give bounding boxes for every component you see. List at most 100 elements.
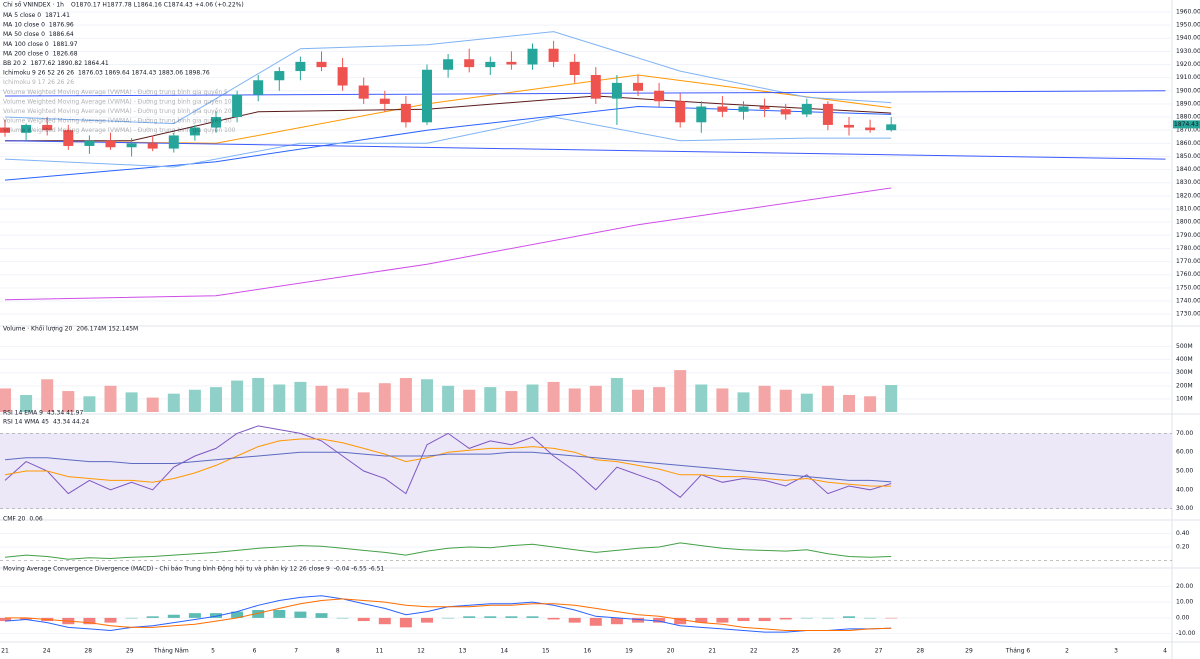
y-tick-label: 400M [1176, 356, 1193, 363]
candle-body [801, 103, 812, 115]
bar [568, 388, 581, 412]
ohlc-values: O1870.17 H1877.78 L1864.16 C1874.43 +4.0… [71, 2, 244, 9]
bar [864, 396, 877, 412]
bar [864, 617, 877, 619]
candle-body [0, 127, 10, 133]
bar [610, 617, 623, 625]
price-tag [1173, 120, 1200, 129]
candle-body [822, 103, 833, 125]
line [4, 140, 1166, 160]
x-tick-label: 8 [336, 648, 340, 655]
y-tick-label: 1940.00 [1176, 35, 1200, 42]
candle-body [126, 143, 137, 148]
bar [20, 394, 33, 412]
y-tick-label: 0.00 [1176, 614, 1190, 621]
legend-label: Volume · Khối lượng 20 [3, 326, 72, 333]
bar [146, 616, 159, 618]
legend-value: -0.04 -6.55 -6.51 [334, 566, 385, 573]
bar [800, 393, 813, 412]
y-tick-label: 50.00 [1176, 468, 1193, 475]
legend-value: 1826.68 [53, 50, 78, 57]
candle-body [358, 85, 369, 99]
bar [231, 611, 244, 618]
bar [821, 617, 834, 619]
y-tick-label: 1770.00 [1176, 258, 1200, 265]
x-tick-label: 12 [417, 648, 425, 655]
candle-body [696, 106, 707, 123]
y-tick-label: 1780.00 [1176, 245, 1200, 252]
legend-label: Volume Weighted Moving Average (VWMA) - … [3, 88, 228, 96]
bar [41, 379, 54, 412]
x-tick-label: 21 [1, 648, 9, 655]
y-tick-label: 1870.00 [1176, 127, 1200, 134]
bar [800, 617, 813, 619]
legend-value: 1876.03 1869.64 1874.43 1883.06 1898.76 [78, 70, 210, 77]
y-tick-label: 1840.00 [1176, 166, 1200, 173]
bar [167, 614, 180, 618]
candle-body [168, 135, 179, 149]
y-tick-label: 1760.00 [1176, 271, 1200, 278]
y-tick-label: 300M [1176, 369, 1193, 376]
bar [463, 616, 476, 618]
y-tick-label: 1920.00 [1176, 61, 1200, 68]
candle-body [675, 101, 686, 123]
x-tick-label: 25 [792, 648, 800, 655]
y-tick-label: 1930.00 [1176, 48, 1200, 55]
plot-area [0, 11, 1172, 635]
bar [674, 370, 687, 412]
line [5, 598, 892, 631]
legend-value: 0.06 [29, 516, 43, 523]
candle-body [443, 59, 454, 70]
bar [885, 617, 898, 619]
candle-body [42, 124, 53, 131]
band [0, 433, 1172, 509]
legend-label: Volume Weighted Moving Average (VWMA) - … [3, 117, 232, 125]
candle-body [84, 140, 95, 146]
bar [0, 388, 11, 412]
y-tick-label: 30.00 [1176, 505, 1193, 512]
bar [758, 617, 771, 622]
line [4, 542, 892, 560]
bar [315, 385, 328, 412]
x-tick-label: 3 [1114, 648, 1118, 655]
y-tick-label: 1810.00 [1176, 206, 1200, 213]
legend-label: Ichimoku 9 17 26 26 26 [3, 79, 74, 86]
bar [104, 617, 117, 623]
bar [526, 616, 539, 618]
legend-label: MA 5 close 0 [3, 12, 41, 19]
bar [653, 617, 666, 623]
bar [83, 396, 96, 412]
y-tick-label: 1850.00 [1176, 153, 1200, 160]
candle-body [274, 71, 285, 81]
bar [505, 616, 518, 618]
y-tick-label: 100M [1176, 395, 1193, 402]
candle-body [232, 94, 243, 118]
bar [442, 385, 455, 412]
legend-value: 43.34 44.24 [53, 419, 89, 426]
legend-label: MA 100 close 0 [3, 41, 49, 48]
x-tick-label: 11 [376, 648, 384, 655]
candle-body [337, 67, 348, 86]
y-tick-label: 0.20 [1176, 543, 1190, 550]
y-tick-label: 1730.00 [1176, 311, 1200, 318]
x-tick-label: 4 [1163, 648, 1167, 655]
x-tick-label: 15 [542, 648, 550, 655]
candle-body [759, 106, 770, 110]
legend-value: 1871.41 [45, 12, 70, 19]
bar [843, 394, 855, 412]
bar [421, 617, 433, 623]
bar [547, 617, 560, 620]
line [4, 438, 892, 487]
bar [484, 387, 497, 412]
bar [188, 389, 201, 412]
y-tick-label: 1800.00 [1176, 219, 1200, 226]
line [4, 116, 892, 168]
x-tick-label: 26 [833, 648, 841, 655]
bar [737, 392, 750, 412]
candle-body [316, 61, 327, 68]
x-tick-label: 22 [750, 648, 758, 655]
bar [357, 392, 370, 412]
y-tick-label: 1950.00 [1176, 22, 1200, 29]
candle-body [780, 109, 791, 115]
